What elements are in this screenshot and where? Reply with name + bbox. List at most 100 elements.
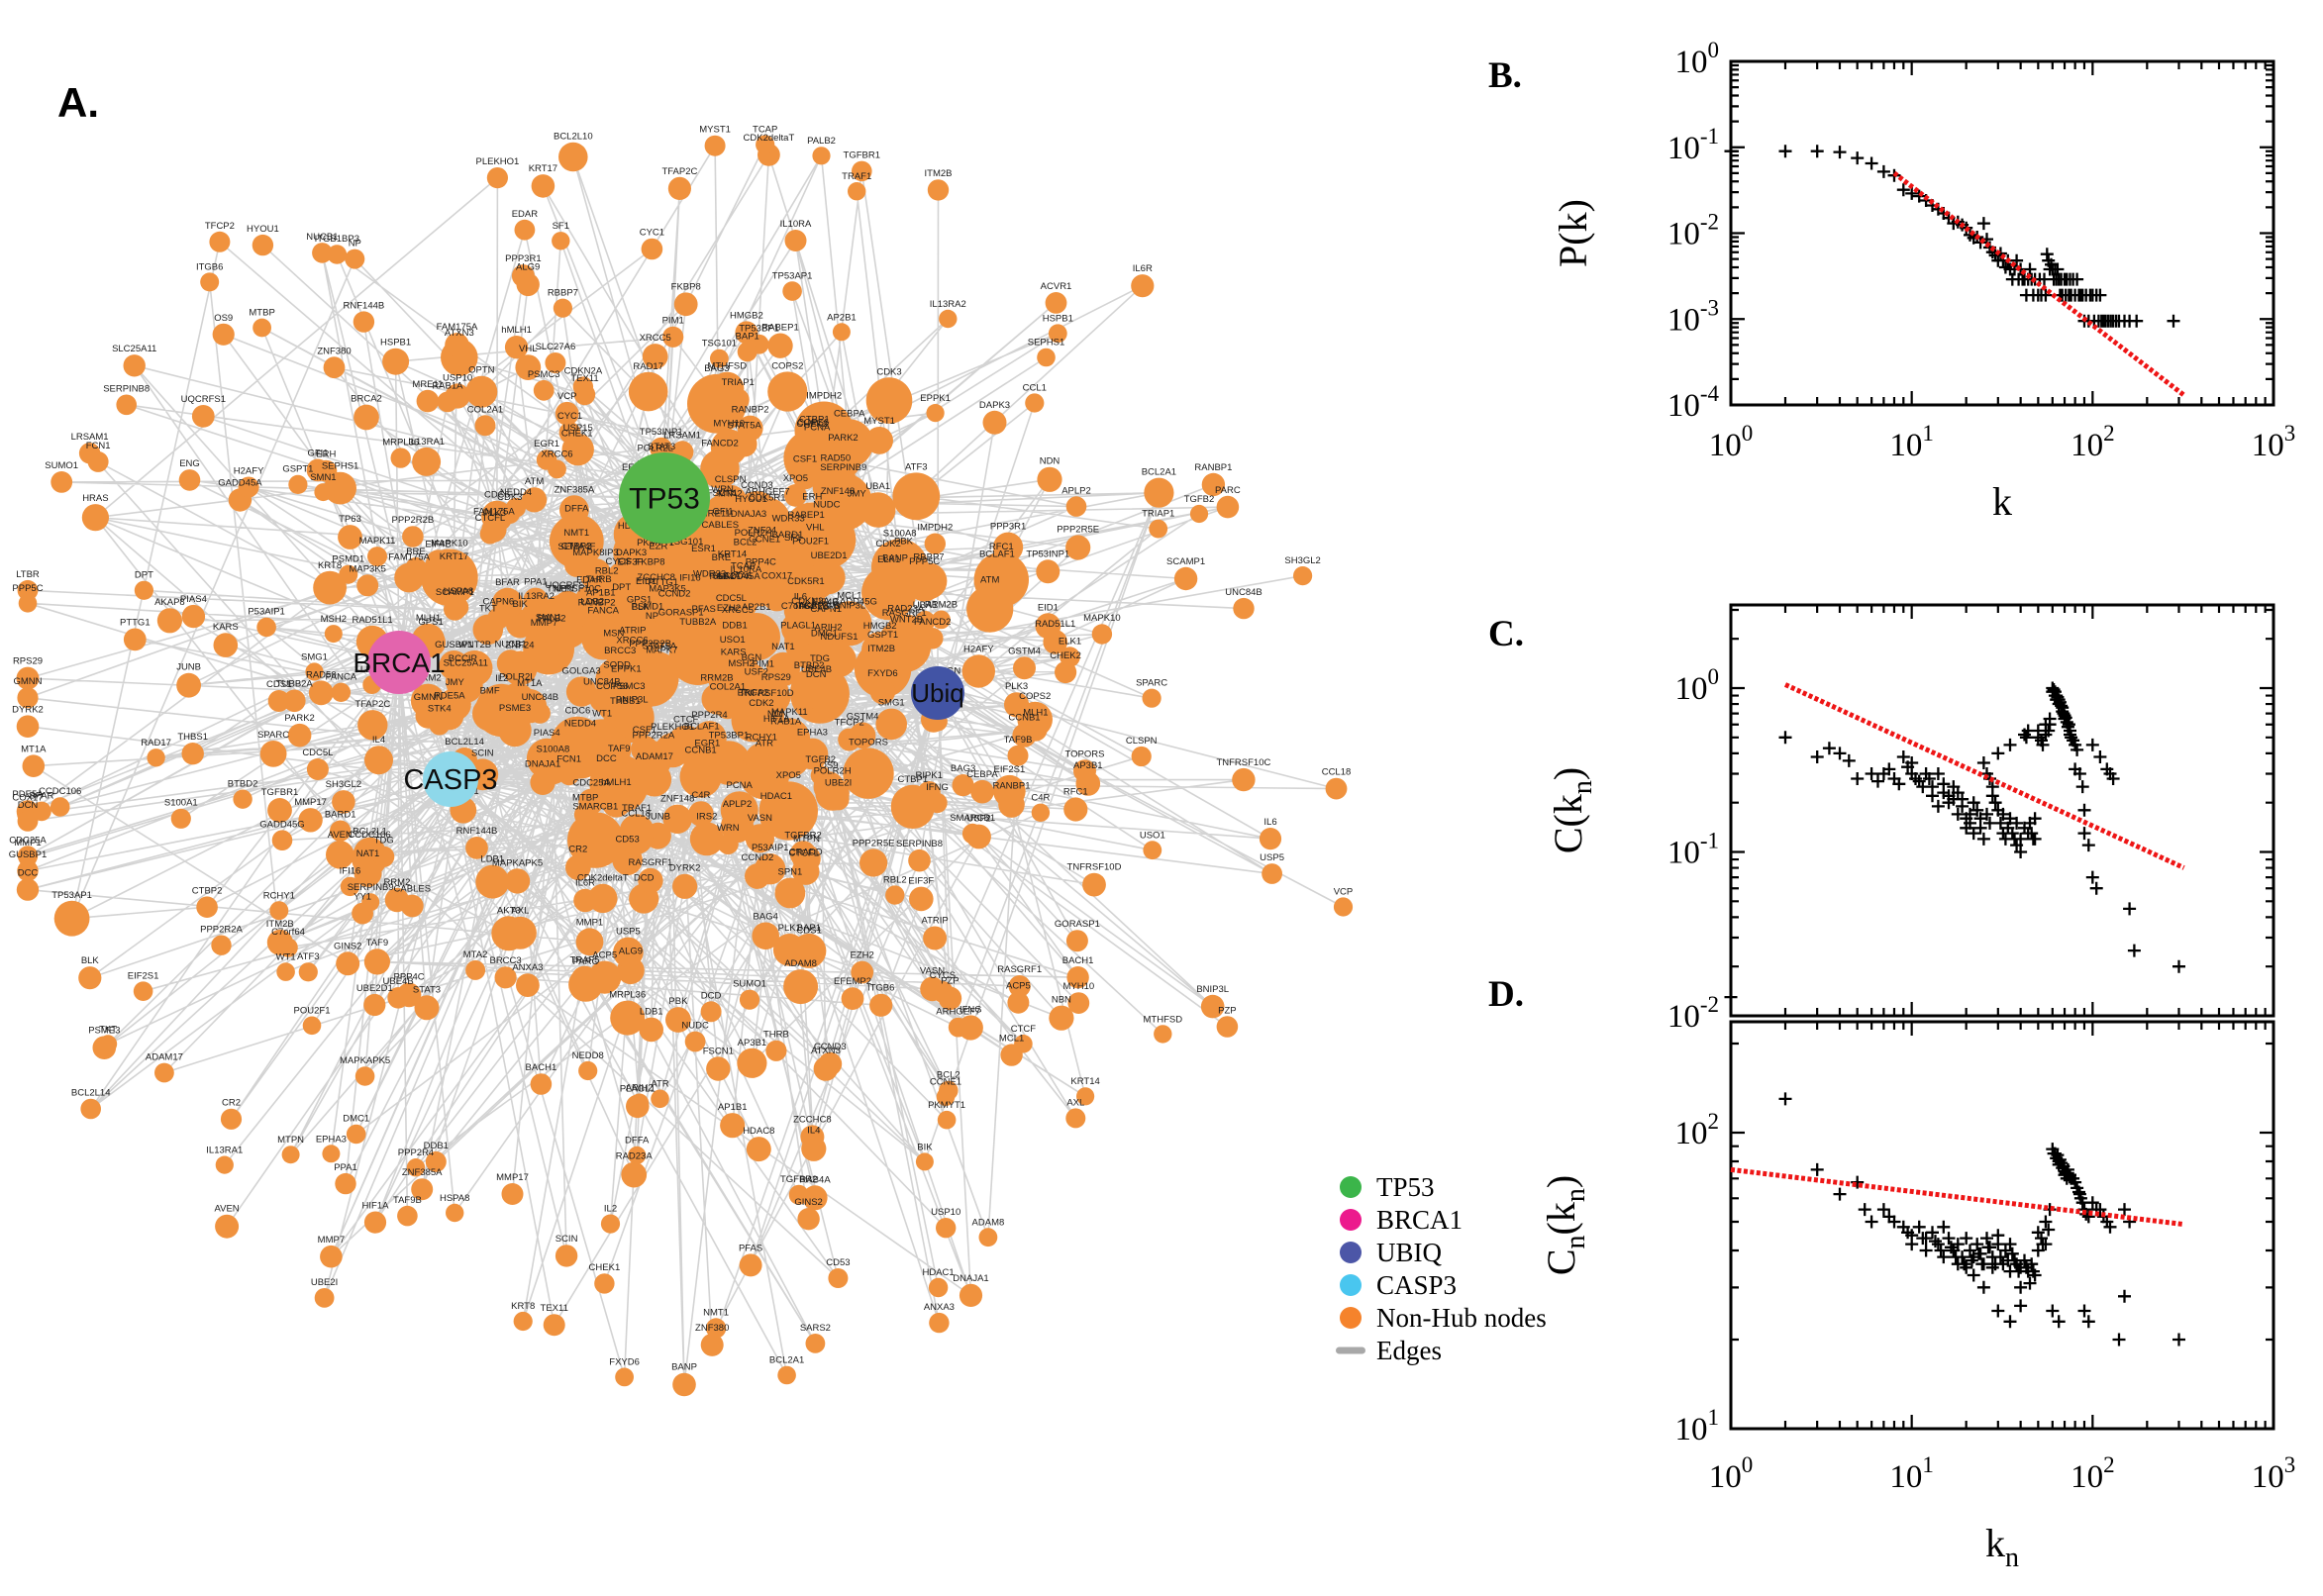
network-node (970, 779, 994, 804)
network-node-label: ZNF385A (402, 1167, 443, 1178)
network-node (788, 1184, 809, 1205)
legend-swatch-edges (1336, 1347, 1365, 1354)
legend-item: Non-Hub nodes (1340, 1303, 1547, 1333)
network-node-label: ZNF148 (821, 486, 855, 497)
network-node (752, 922, 779, 950)
network-node-label: C4R (1031, 793, 1050, 804)
network-node (298, 808, 323, 833)
network-node-label: PCNA (804, 423, 831, 434)
network-node-label: KRT8 (318, 560, 342, 571)
network-node-label: RAD51L1 (352, 615, 392, 626)
network-node-label: CDS1 (797, 925, 822, 936)
network-node (561, 433, 594, 466)
network-node-label: S100A1 (164, 798, 198, 809)
network-node-label: POLR2H (735, 528, 772, 539)
network-node (387, 987, 409, 1009)
network-node-label: SMG1 (301, 652, 328, 663)
network-node-label: SMARCB1 (572, 801, 618, 812)
network-node-label: ELK1 (1059, 636, 1081, 647)
network-node (1007, 991, 1030, 1014)
network-node-label: NDN (1040, 456, 1060, 467)
network-node-label: TNFRSF10D (740, 688, 794, 699)
network-node (663, 618, 698, 652)
network-node-label: BAP1 (736, 331, 759, 342)
network-node-label: TFCP2 (835, 718, 864, 729)
network-node (429, 714, 451, 736)
panel-label-c: C. (1488, 614, 1524, 654)
network-node-label: NP (349, 239, 361, 249)
network-node-label: EGR1 (534, 439, 559, 449)
network-node (252, 234, 274, 256)
network-node-label: CTBP1 (897, 774, 928, 785)
network-node (338, 525, 362, 549)
network-node (533, 379, 555, 401)
network-node (597, 692, 627, 721)
network-node-label: BCL2L14 (445, 737, 484, 748)
network-node-label: PLK3 (1005, 681, 1028, 692)
network-node-label: RNF144B (344, 300, 385, 311)
network-node (437, 391, 458, 413)
network-node-label: COPS2 (1019, 691, 1051, 702)
network-node (314, 1288, 335, 1308)
network-node-label: EIF3F (617, 557, 643, 568)
network-node-label: BCL2L10 (554, 132, 593, 143)
network-node-label: CDKN2A (791, 596, 830, 607)
network-node-label: GORASP1 (1055, 919, 1100, 930)
network-node-label: BMF (480, 685, 500, 696)
network-node-label: C4R (691, 790, 710, 801)
network-node-label: APLP2 (1061, 485, 1091, 496)
panel-b-data-points (1724, 145, 2180, 328)
network-node-label: CCNE1 (749, 535, 780, 546)
network-node (313, 570, 347, 605)
network-node (17, 859, 39, 882)
network-node-label: BRE (406, 547, 426, 557)
network-node (278, 938, 298, 957)
network-node (1259, 828, 1282, 850)
network-node-label: ZNF380 (317, 346, 351, 356)
network-node-label: VASN (748, 813, 772, 824)
network-node-label: RAD23A (887, 604, 925, 615)
panel-label-d: D. (1488, 974, 1524, 1015)
network-node-label: MTBP (249, 308, 274, 319)
network-node-labels: ZNF24 USF2 CDC6 COPS6 CCND2 S100A8 GPS1 COPS2 BC… (9, 125, 1354, 1373)
legend-item: TP53 (1340, 1172, 1435, 1202)
network-node-label: LDB1 (640, 1007, 663, 1018)
network-node-label: BRE (712, 552, 732, 563)
network-node (684, 1031, 706, 1052)
panel-d-xtick: 102​ (2070, 1452, 2115, 1495)
network-node (1325, 777, 1348, 800)
network-node (786, 602, 815, 631)
network-node-label: BARD1 (772, 530, 804, 541)
network-node (364, 746, 393, 775)
network-node-label: BNIP3L (1196, 984, 1229, 995)
network-node-label: ZNF148 (660, 794, 694, 805)
network-node-label: ZNF380 (695, 1323, 729, 1334)
network-node (326, 841, 354, 869)
network-node-label: MSH2 (321, 614, 347, 625)
network-node (209, 231, 231, 252)
network-node (511, 264, 535, 288)
network-node-label: CYCS (605, 556, 631, 567)
network-node-label: ESR1 (691, 544, 716, 554)
network-node (181, 604, 206, 629)
network-node-label: ARHGEF7 (746, 487, 790, 498)
network-node-label: PKMYT1 (637, 538, 674, 549)
network-node-label: IL6R (575, 878, 595, 889)
network-node (267, 690, 290, 712)
network-node-label: ATR (651, 1079, 668, 1090)
network-node (865, 377, 913, 424)
network-node-label: XRCC6 (616, 636, 648, 647)
network-node-label: PARC (1215, 485, 1241, 496)
network-node (1075, 771, 1101, 796)
network-node-label: TRIAP1 (1142, 509, 1174, 520)
network-node-label: SLC27A6 (536, 342, 576, 352)
network-node-label: BNIP3L (833, 601, 865, 612)
network-node-label: BNIP3L (616, 695, 649, 706)
network-node (731, 431, 758, 457)
network-node-label: PARK2 (828, 433, 858, 444)
network-node (915, 1152, 934, 1171)
network-node (959, 1283, 983, 1307)
panel-d-xtick: 103​ (2252, 1452, 2296, 1495)
network-node (1065, 930, 1088, 952)
network-node-label: BAG3 (951, 763, 975, 774)
